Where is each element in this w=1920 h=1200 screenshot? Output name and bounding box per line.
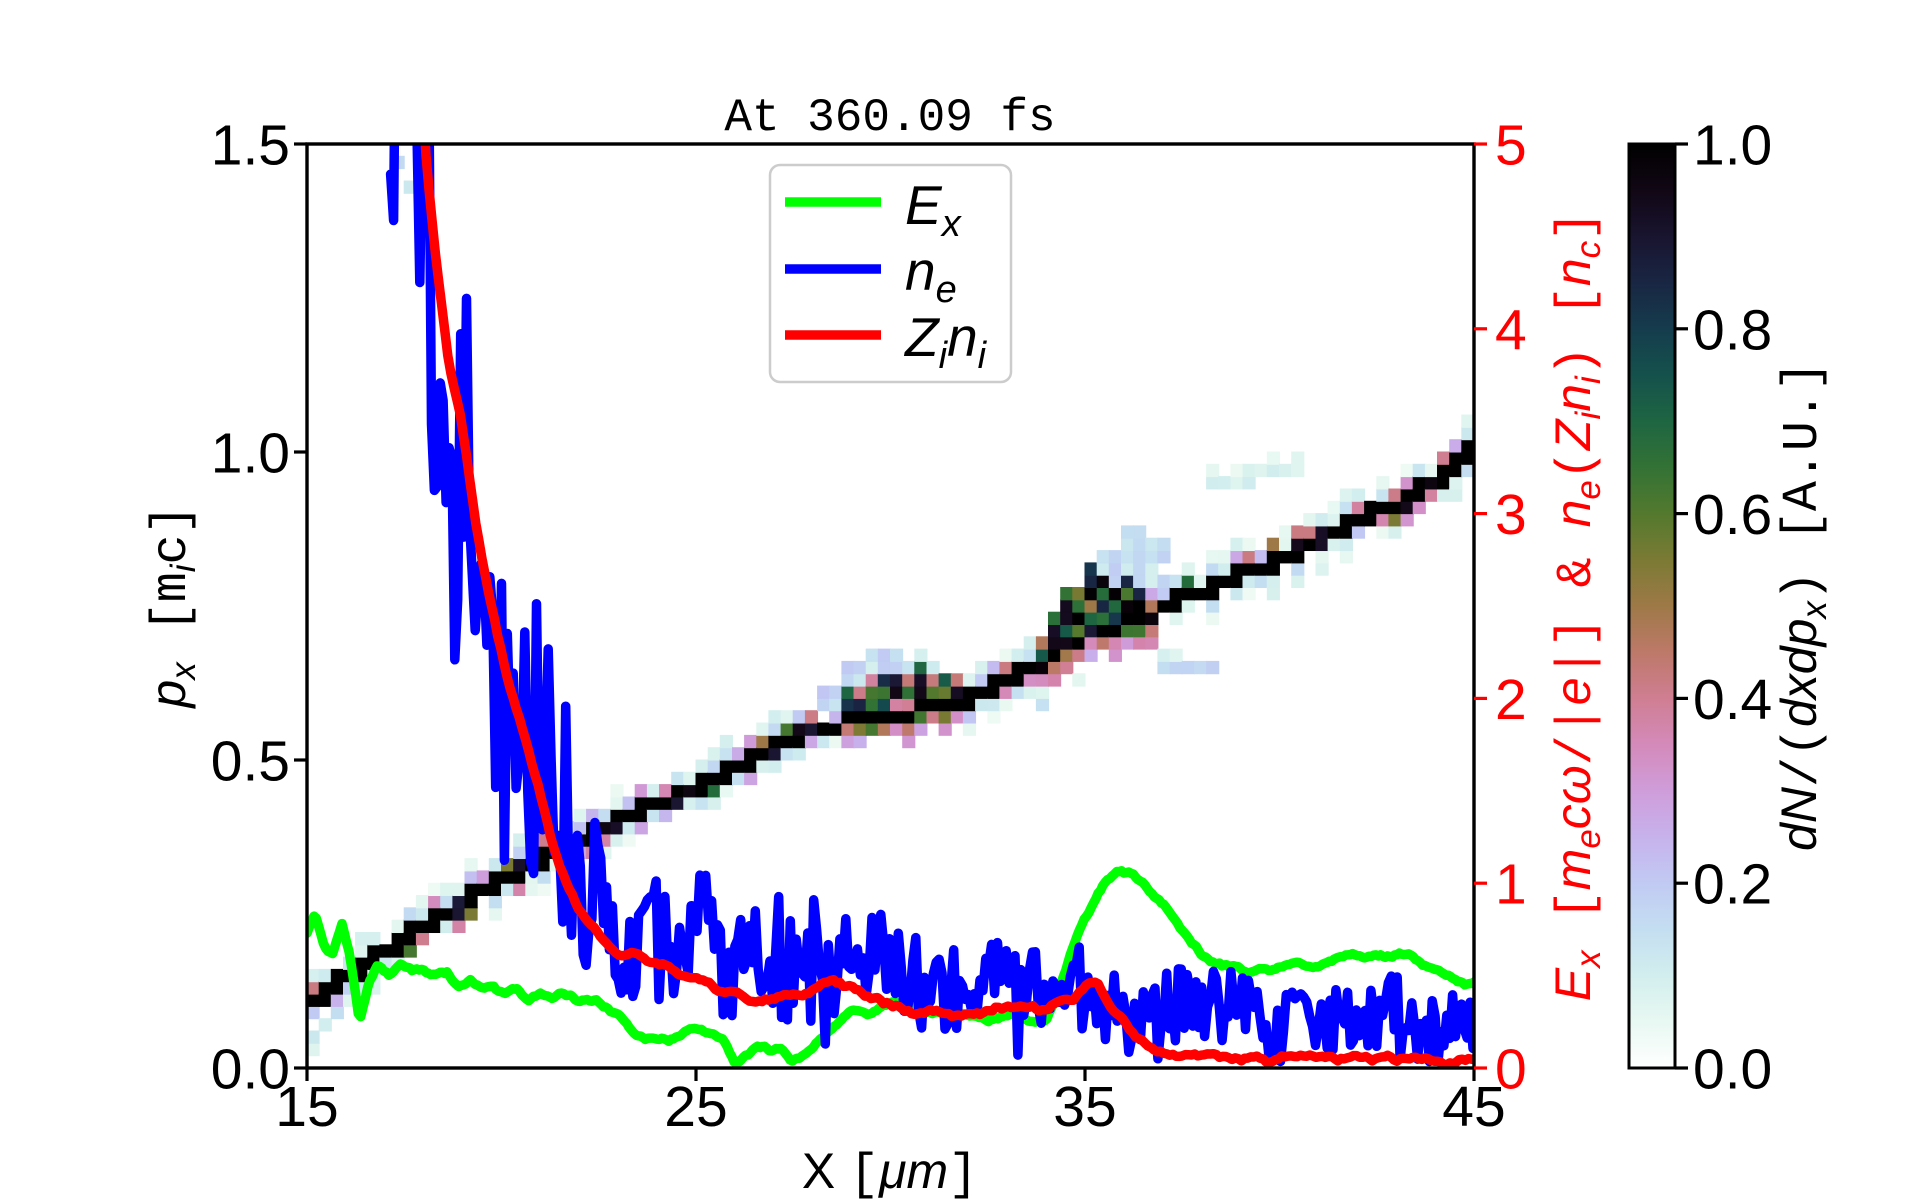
svg-text:4: 4 (1495, 298, 1527, 362)
svg-text:5: 5 (1495, 114, 1527, 178)
svg-text:Ex [mecω/|e|] & ne(Zini) [nc]: Ex [mecω/|e|] & ne(Zini) [nc] (1545, 211, 1608, 1001)
svg-text:X [μm]: X [μm] (802, 1143, 978, 1200)
svg-text:1.0: 1.0 (211, 422, 290, 486)
svg-text:0.8: 0.8 (1693, 298, 1772, 362)
svg-text:1: 1 (1495, 853, 1527, 917)
svg-text:45: 45 (1442, 1075, 1505, 1139)
svg-text:25: 25 (664, 1075, 727, 1139)
svg-text:At 360.09 fs: At 360.09 fs (724, 92, 1055, 144)
svg-text:dN/(dxdpx) [A.U.]: dN/(dxdpx) [A.U.] (1771, 361, 1834, 851)
svg-text:Ex: Ex (905, 174, 963, 245)
svg-text:1.5: 1.5 (211, 114, 290, 178)
svg-text:0: 0 (1495, 1038, 1527, 1102)
svg-text:2: 2 (1495, 668, 1527, 732)
svg-text:0.0: 0.0 (1693, 1038, 1772, 1102)
svg-text:1.0: 1.0 (1693, 114, 1772, 178)
svg-text:0.5: 0.5 (211, 730, 290, 794)
svg-text:35: 35 (1053, 1075, 1116, 1139)
svg-text:Zini: Zini (903, 306, 988, 377)
svg-text:0.6: 0.6 (1693, 483, 1772, 547)
svg-text:0.4: 0.4 (1693, 668, 1772, 732)
svg-text:0.0: 0.0 (211, 1038, 290, 1102)
svg-text:15: 15 (275, 1075, 338, 1139)
svg-text:px [mic]: px [mic] (140, 504, 203, 709)
svg-text:0.2: 0.2 (1693, 853, 1772, 917)
svg-text:3: 3 (1495, 483, 1527, 547)
